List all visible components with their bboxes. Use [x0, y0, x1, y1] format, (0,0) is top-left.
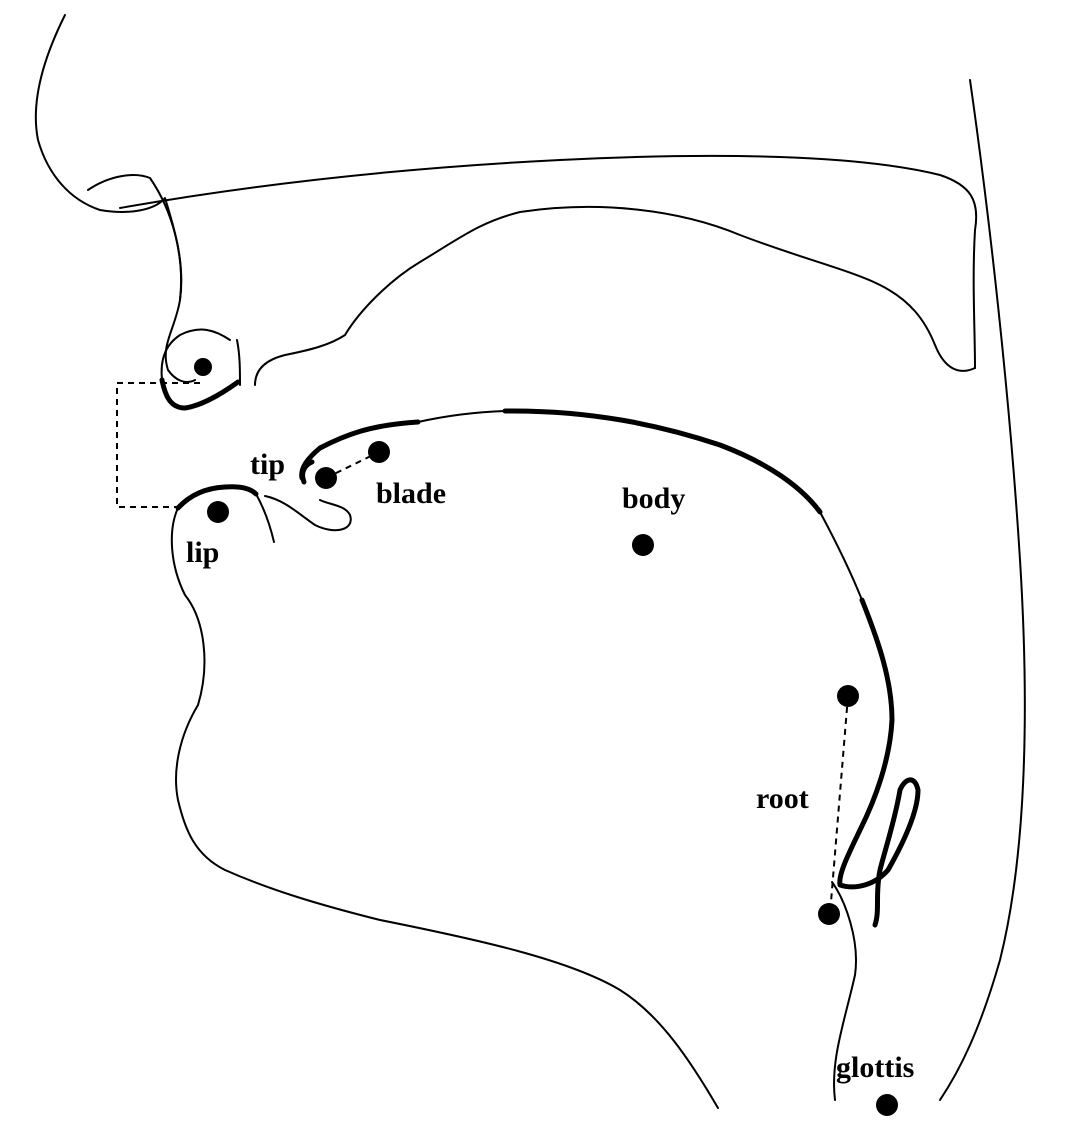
- tongue-surface-front: [417, 410, 506, 423]
- tongue-tip-underside: [264, 495, 352, 532]
- upper-lip-point: [194, 358, 212, 376]
- lip-point: [207, 501, 229, 523]
- lip-aperture-guide: [116, 382, 200, 508]
- upper-teeth-line: [236, 339, 241, 386]
- pharynx-back-wall: [939, 79, 1026, 1101]
- lower-teeth-line: [255, 493, 275, 543]
- upper-lip-outline: [160, 328, 231, 381]
- label-tip: tip: [250, 448, 285, 481]
- label-lip: lip: [186, 536, 219, 569]
- glottis-point: [876, 1094, 898, 1116]
- tip-point: [315, 467, 337, 489]
- root-lower-point: [818, 903, 840, 925]
- nostril-curve: [87, 174, 183, 301]
- epiglottis-contour: [872, 787, 903, 928]
- tongue-surface-root-lower: [831, 881, 857, 1101]
- label-blade: blade: [376, 477, 446, 510]
- body-point: [632, 534, 654, 556]
- root-upper-point: [837, 685, 859, 707]
- nasal-cavity-roof: [119, 154, 978, 369]
- chin-profile: [170, 507, 719, 1109]
- root-link: [829, 695, 849, 915]
- upper-lip-contact: [159, 377, 241, 411]
- label-body: body: [622, 482, 685, 515]
- tongue-surface-mid: [819, 511, 863, 601]
- tongue-body-contour: [502, 408, 823, 515]
- tongue-root-contour: [837, 597, 921, 890]
- blade-point: [368, 441, 390, 463]
- tongue-tip-contour: [300, 459, 315, 485]
- label-glottis: glottis: [836, 1051, 914, 1084]
- palate-roof: [344, 205, 976, 372]
- lower-lip-contact: [175, 484, 259, 511]
- label-root: root: [756, 782, 809, 815]
- alveolar-ridge: [254, 334, 346, 386]
